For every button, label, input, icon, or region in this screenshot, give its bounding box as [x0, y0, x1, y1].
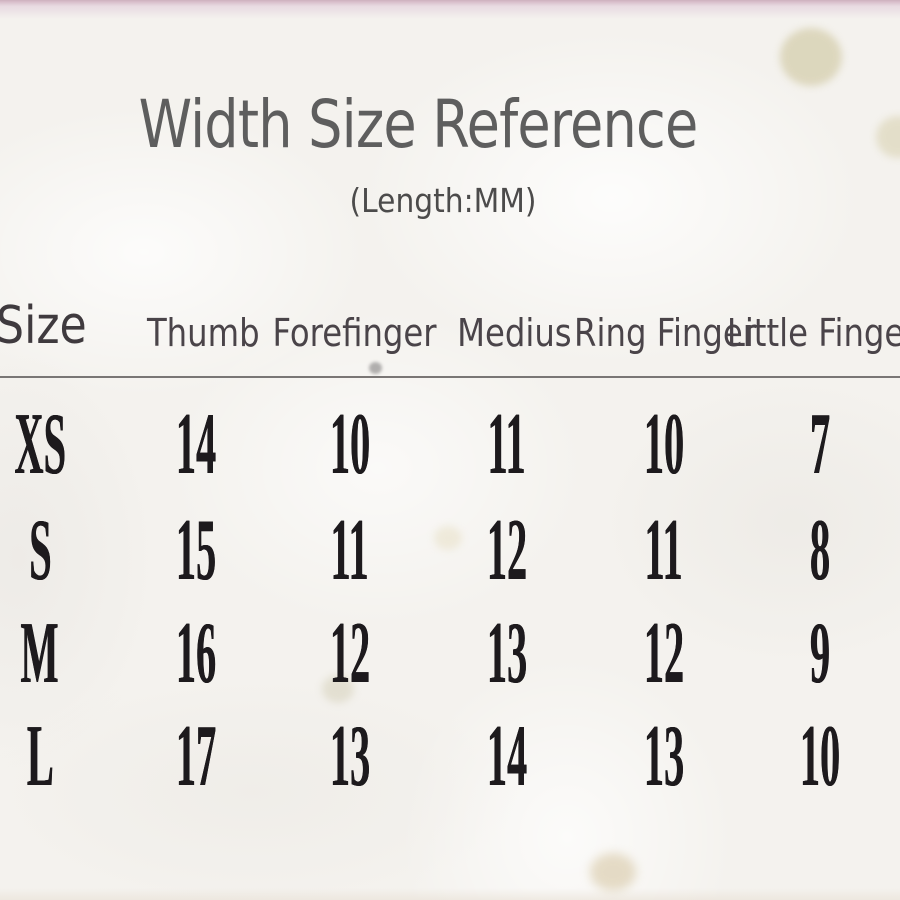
cell-little-finger: 7 [809, 396, 831, 493]
row-label: XS [14, 396, 66, 493]
cell-forefinger: 10 [329, 396, 371, 493]
cell-forefinger: 13 [329, 708, 371, 805]
header-divider [0, 376, 900, 378]
cell-ring-finger: 13 [643, 708, 685, 805]
column-header-thumb: Thumb [146, 311, 260, 355]
column-header-medius: Medius [456, 311, 572, 355]
cell-ring-finger: 12 [643, 605, 685, 702]
stain-spot [780, 28, 842, 86]
column-header-ring-finger: Ring Finger [573, 311, 756, 355]
cell-little-finger: 8 [809, 502, 831, 599]
column-header-size: Size [0, 296, 87, 356]
cell-thumb: 15 [175, 502, 217, 599]
column-header-little-finger: Little Finger [726, 311, 900, 355]
cell-little-finger: 10 [799, 708, 841, 805]
bottom-edge-shade [0, 888, 900, 900]
cell-medius: 12 [486, 502, 528, 599]
cell-forefinger: 11 [330, 502, 370, 599]
row-label: L [26, 708, 54, 805]
cell-medius: 11 [487, 396, 527, 493]
stain-spot [590, 853, 636, 891]
top-pink-edge [0, 0, 900, 20]
cell-thumb: 16 [175, 605, 217, 702]
table-row-s: S 15 11 12 11 8 [0, 502, 900, 599]
table-row-l: L 17 13 14 13 10 [0, 708, 900, 805]
cell-medius: 13 [486, 605, 528, 702]
cell-thumb: 17 [175, 708, 217, 805]
row-label: S [28, 502, 52, 599]
row-label: M [20, 605, 60, 702]
page-title: Width Size Reference [77, 92, 759, 158]
table-row-xs: XS 14 10 11 10 7 [0, 396, 900, 493]
table-header-row: Size Thumb Forefinger Medius Ring Finger… [0, 300, 900, 352]
cell-ring-finger: 11 [644, 502, 684, 599]
stain-spot [322, 675, 354, 703]
stain-spot [434, 526, 462, 550]
cell-little-finger: 9 [809, 605, 831, 702]
page-title-text: Width Size Reference [138, 86, 699, 163]
cell-medius: 14 [486, 708, 528, 805]
speck [369, 362, 382, 374]
cell-ring-finger: 10 [643, 396, 685, 493]
cell-forefinger: 12 [329, 605, 371, 702]
cell-thumb: 14 [175, 396, 217, 493]
table-row-m: M 16 12 13 12 9 [0, 605, 900, 702]
column-header-forefinger: Forefinger [272, 311, 438, 355]
unit-note: (Length:MM) [339, 184, 547, 217]
unit-note-text: (Length:MM) [349, 181, 537, 220]
